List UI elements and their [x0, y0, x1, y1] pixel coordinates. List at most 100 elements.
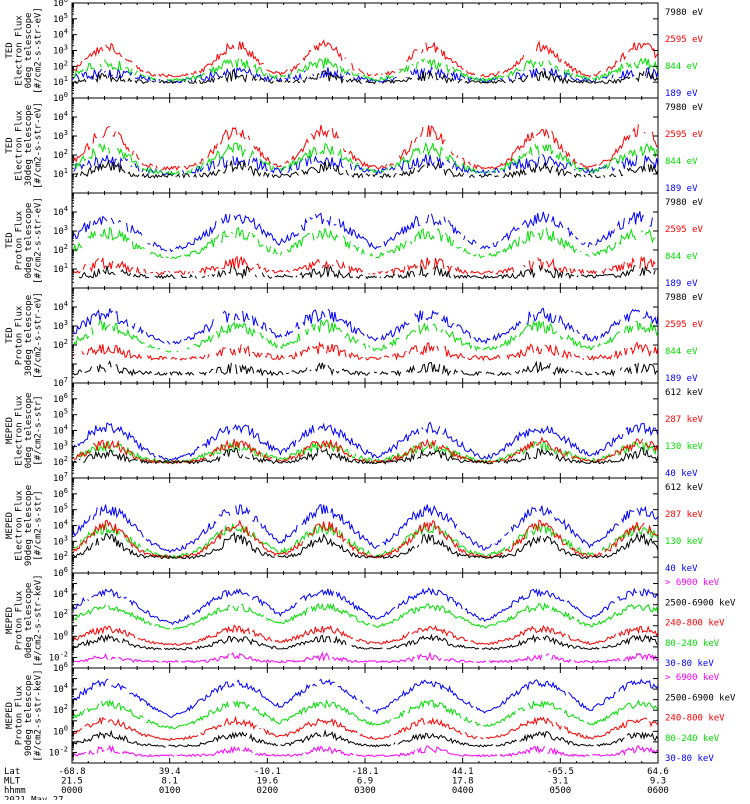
y-axis-label-line: Proton Flux [15, 210, 25, 270]
series-line-3-4 [72, 211, 658, 251]
series-line-8-3 [71, 715, 659, 742]
y-axis-label-line: [#/cm2-s-str] [34, 395, 44, 465]
y-axis-label-line: MEPED [5, 417, 15, 444]
y-tick-label: 101 [53, 75, 68, 88]
y-axis-label-line: 0deg telescope [24, 203, 34, 279]
series-line-6-1 [71, 531, 659, 560]
bottom-axis-value: 0600 [647, 786, 669, 796]
series-line-5-4 [71, 421, 659, 462]
y-axis-label-line: MEPED [5, 512, 15, 539]
panel-3: 101 102 103 104 TEDProton Flux0deg telescope… [5, 192, 704, 289]
y-tick-label: 104 [53, 519, 68, 532]
series-line-5-2 [71, 436, 659, 465]
y-axis-label: MEPEDProton Flux0deg telescope[#/cm2-s-s… [5, 574, 44, 666]
y-tick-label: 104 [53, 424, 68, 437]
bottom-axis-value: 9.3 [650, 777, 666, 787]
series-line-8-1 [71, 744, 659, 758]
y-tick-label: 103 [53, 534, 68, 547]
panel-6: 102 103 104 105 106 107 MEPEDElectron Flux90de… [5, 471, 704, 574]
y-axis-label-line: [#/cm2-s-str-eV] [34, 292, 44, 379]
y-axis-label-line: 0deg telescope [24, 393, 34, 469]
bottom-axis-value: 17.8 [452, 777, 474, 787]
legend-entry: 7980 eV [665, 103, 704, 113]
bottom-axis-value: 0200 [256, 786, 278, 796]
y-tick-label: 106 [53, 392, 68, 405]
y-axis-label-line: 30deg telescope [24, 295, 34, 376]
series-line-1-1 [74, 69, 659, 85]
legend-entry: 189 eV [665, 89, 698, 99]
legend-entry: > 6900 keV [665, 673, 720, 683]
y-axis-label-line: Electron Flux [15, 110, 25, 181]
y-axis-label-line: [#/cm2-s-str-eV] [34, 197, 44, 284]
series-line-2-2 [71, 124, 659, 172]
legend-entry: 844 eV [665, 62, 698, 72]
y-axis-label: MEPEDElectron Flux0deg telescope[#/cm2-s… [5, 393, 44, 469]
series-line-3-2 [73, 257, 658, 275]
y-axis-label-line: TED [5, 42, 15, 58]
y-axis-label-line: 90deg telescope [24, 485, 34, 566]
y-tick-label: 105 [53, 503, 68, 516]
y-tick-label: 100 [53, 724, 68, 737]
legend-entry: 80-240 keV [665, 734, 720, 744]
panel-7: 10-2 100 102 104 106 MEPEDProton Flux0deg tel… [5, 566, 736, 669]
legend-entry: 287 keV [665, 510, 704, 520]
y-tick-label: 106 [53, 566, 68, 579]
bottom-axis-value: 0400 [452, 786, 474, 796]
y-tick-label: 100 [53, 91, 68, 104]
y-tick-label: 102 [53, 455, 68, 468]
series-line-7-4 [71, 601, 659, 630]
y-axis-label-line: [#/cm2-s-str-eV] [34, 102, 44, 189]
y-tick-label: 102 [53, 243, 68, 256]
y-axis-label-line: 90deg telescope [24, 675, 34, 756]
series-line-3-3 [72, 228, 658, 259]
legend-entry: 2595 eV [665, 225, 704, 235]
series-line-8-5 [71, 678, 659, 719]
legend-entry: 80-240 keV [665, 639, 720, 649]
series-line-4-4 [71, 307, 659, 345]
y-tick-label: 107 [53, 471, 68, 484]
y-tick-label: 106 [53, 487, 68, 500]
panel-1: 100 101 102 103 104 105 106 TEDElectron Flux0de… [5, 0, 704, 104]
series-line-8-4 [71, 698, 659, 730]
bottom-axis-label: hhmm [4, 786, 26, 796]
legend-entry: 189 eV [665, 374, 698, 384]
y-axis-label-line: TED [5, 327, 15, 343]
series-line-7-1 [71, 651, 659, 664]
y-axis-label-line: 30deg telescope [24, 105, 34, 186]
series-line-3-1 [78, 264, 656, 280]
bottom-axis-value: 8.1 [162, 777, 178, 787]
date-label: 2021 May 27 [4, 796, 64, 801]
series-line-2-1 [74, 159, 659, 179]
legend-entry: > 6900 keV [665, 578, 720, 588]
y-tick-label: 103 [53, 439, 68, 452]
y-tick-label: 102 [53, 148, 68, 161]
panel-4: 102 103 104 TEDProton Flux30deg telescope[#… [5, 287, 704, 384]
legend-entry: 240-800 keV [665, 619, 725, 629]
panel-frame [71, 287, 659, 384]
y-tick-label: 105 [53, 408, 68, 421]
y-tick-label: 103 [53, 224, 68, 237]
y-tick-label: 104 [53, 682, 68, 695]
y-tick-label: 100 [53, 629, 68, 642]
y-axis-label-line: TED [5, 232, 15, 248]
y-axis-label: TEDProton Flux30deg telescope[#/cm2-s-st… [5, 292, 44, 379]
bottom-axis-value: 0300 [354, 786, 376, 796]
y-axis-label-line: Electron Flux [15, 395, 25, 466]
panel-frame [71, 192, 659, 289]
y-axis-label: TEDProton Flux0deg telescope[#/cm2-s-str… [5, 197, 44, 284]
series-line-7-3 [71, 624, 659, 646]
legend-entry: 7980 eV [665, 8, 704, 18]
legend-entry: 612 keV [665, 388, 704, 398]
y-tick-label: 106 [53, 0, 68, 9]
y-axis-label-line: [#/cm2-s-str-eV] [34, 7, 44, 94]
bottom-axis-value: 19.6 [256, 777, 278, 787]
series-line-4-1 [71, 360, 659, 377]
legend-entry: 130 keV [665, 537, 704, 547]
panel-8: 10-2 100 102 104 106 MEPEDProton Flux90deg te… [5, 661, 736, 764]
bottom-axis-value: 0500 [549, 786, 571, 796]
y-tick-label: 102 [53, 550, 68, 563]
legend-entry: 612 keV [665, 483, 704, 493]
y-axis-label-line: Proton Flux [15, 685, 25, 745]
